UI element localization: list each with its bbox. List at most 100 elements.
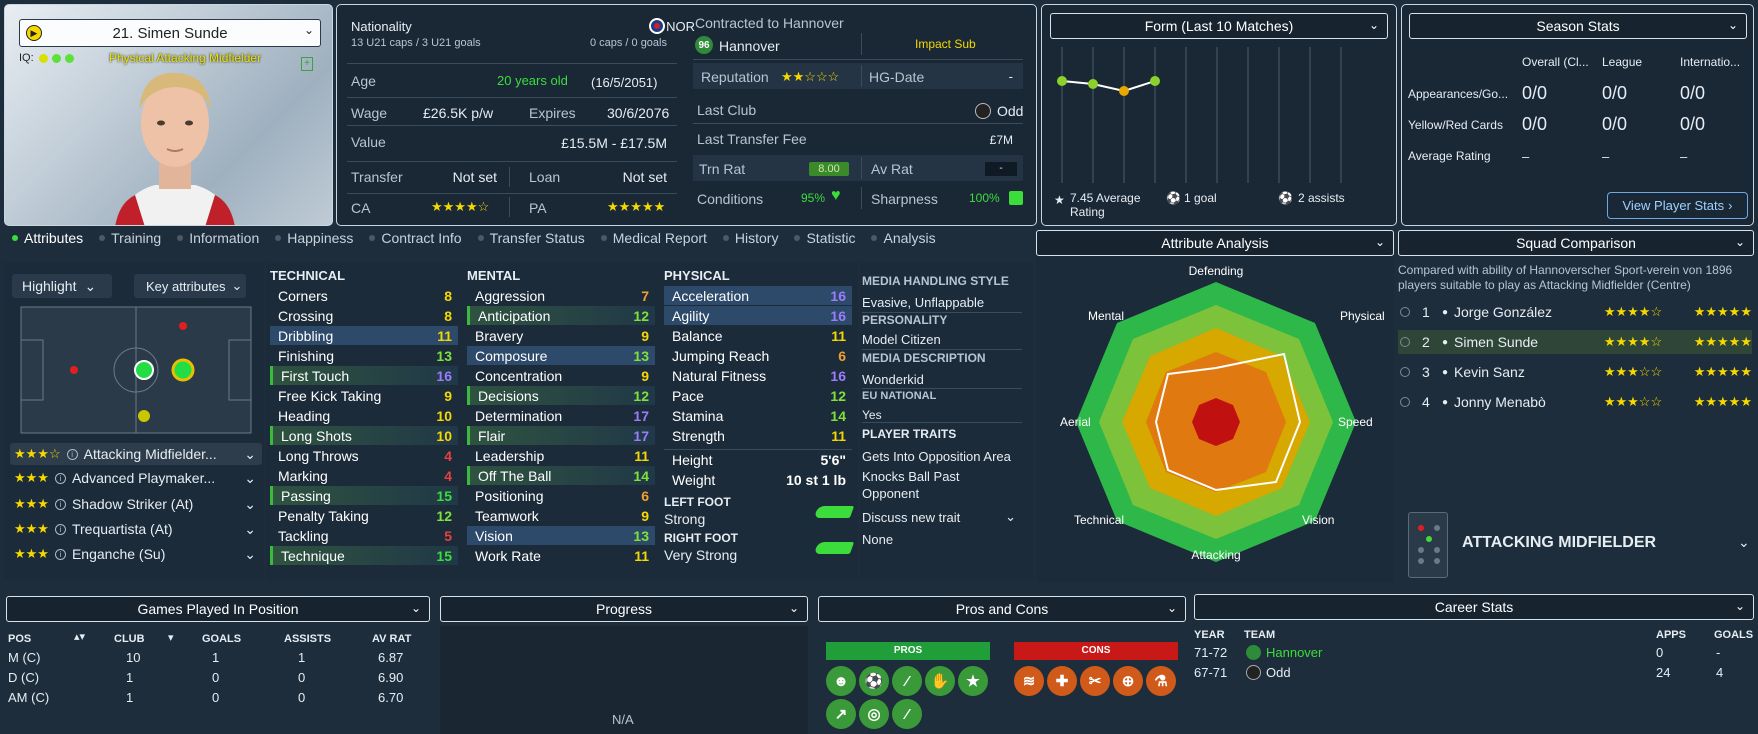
tab-history[interactable]: History (715, 230, 787, 246)
col-year[interactable]: YEAR (1194, 629, 1225, 641)
star-icon[interactable]: ★ (958, 666, 988, 696)
spring-icon[interactable]: ≋ (1014, 666, 1044, 696)
attribute-row[interactable]: Acceleration 16 (664, 286, 852, 305)
discuss-trait-dropdown[interactable]: Discuss new trait ⌄ (862, 509, 1016, 525)
career-team[interactable]: Odd (1266, 665, 1291, 680)
info-icon[interactable]: i (54, 472, 66, 484)
tab-transfer-status[interactable]: Transfer Status (470, 230, 593, 246)
club-name[interactable]: Hannover (719, 38, 780, 54)
view-player-stats-button[interactable]: View Player Stats › (1607, 192, 1748, 219)
brain-icon[interactable]: ☻ (826, 666, 856, 696)
radio-icon[interactable] (1400, 307, 1410, 317)
col-apps[interactable]: APPS (1656, 629, 1686, 641)
squad-row[interactable]: 3 ● Kevin Sanz ★★★☆☆ ★★★★★ (1398, 360, 1752, 384)
tab-information[interactable]: Information (169, 230, 267, 246)
radio-icon[interactable] (1400, 337, 1410, 347)
attribute-row[interactable]: Tackling 5 (270, 526, 458, 545)
career-stats-dropdown[interactable]: Career Stats ⌄ (1194, 594, 1754, 620)
role-row[interactable]: ★★★ i Shadow Striker (At) ⌄ (10, 493, 262, 515)
attribute-row[interactable]: Composure 13 (467, 346, 655, 365)
info-icon[interactable]: i (54, 523, 66, 535)
attribute-row[interactable]: Stamina 14 (664, 406, 852, 425)
tab-analysis[interactable]: Analysis (863, 230, 943, 246)
medical-cross-icon[interactable]: ✚ (1047, 666, 1077, 696)
attribute-row[interactable]: Long Shots 10 (270, 426, 458, 445)
dribble-icon[interactable]: ⚽ (859, 666, 889, 696)
form-dropdown[interactable]: Form (Last 10 Matches) ⌄ (1050, 13, 1388, 39)
col-pos[interactable]: POS (8, 633, 32, 645)
attribute-row[interactable]: Off The Ball 14 (467, 466, 655, 485)
radio-icon[interactable] (1400, 397, 1410, 407)
pass-icon[interactable]: ⁄ (892, 666, 922, 696)
role-row[interactable]: ★★★ i Enganche (Su) ⌄ (10, 543, 262, 565)
games-played-dropdown[interactable]: Games Played In Position ⌄ (6, 596, 430, 622)
col-assists[interactable]: ASSISTS (284, 633, 332, 645)
highlight-dropdown[interactable]: Highlight ⌄ (12, 274, 112, 298)
key-attributes-dropdown[interactable]: Key attributes ⌄ (134, 274, 246, 298)
attribute-row[interactable]: Determination 17 (467, 406, 655, 425)
attribute-row[interactable]: Decisions 12 (467, 386, 655, 405)
attribute-row[interactable]: Vision 13 (467, 526, 655, 545)
squad-row[interactable]: 4 ● Jonny Menabò ★★★☆☆ ★★★★★ (1398, 390, 1752, 414)
attribute-row[interactable]: Strength 11 (664, 426, 852, 445)
col-team[interactable]: TEAM (1244, 629, 1276, 641)
attribute-row[interactable]: Teamwork 9 (467, 506, 655, 525)
career-team[interactable]: Hannover (1266, 645, 1323, 660)
attribute-row[interactable]: First Touch 16 (270, 366, 458, 385)
attribute-row[interactable]: Penalty Taking 12 (270, 506, 458, 525)
clipboard-icon[interactable]: + (301, 57, 313, 71)
attribute-row[interactable]: Dribbling 11 (270, 326, 458, 345)
col-goals[interactable]: GOALS (1714, 629, 1754, 641)
attribute-row[interactable]: Long Throws 4 (270, 446, 458, 465)
flask-icon[interactable]: ⚗ (1146, 666, 1176, 696)
trend-up-icon[interactable]: ↗ (826, 699, 856, 729)
info-icon[interactable]: i (54, 498, 66, 510)
attribute-row[interactable]: Passing 15 (270, 486, 458, 505)
role-row[interactable]: ★★★ i Advanced Playmaker... ⌄ (10, 467, 262, 489)
target-icon[interactable]: ◎ (859, 699, 889, 729)
radio-icon[interactable] (1400, 367, 1410, 377)
info-icon[interactable]: i (66, 448, 78, 460)
handshake-icon[interactable]: ✋ (925, 666, 955, 696)
role-row[interactable]: ★★★ i Trequartista (At) ⌄ (10, 518, 262, 540)
squad-row[interactable]: 2 ● Simen Sunde ★★★★☆ ★★★★★ (1398, 330, 1752, 354)
chevron-down-icon[interactable]: ⌄ (1738, 534, 1750, 550)
attribute-row[interactable]: Crossing 8 (270, 306, 458, 325)
info-icon[interactable]: i (54, 548, 66, 560)
attribute-row[interactable]: Balance 11 (664, 326, 852, 345)
squad-row[interactable]: 1 ● Jorge González ★★★★☆ ★★★★★ (1398, 300, 1752, 324)
squad-comparison-dropdown[interactable]: Squad Comparison ⌄ (1398, 230, 1754, 256)
pros-cons-dropdown[interactable]: Pros and Cons ⌄ (818, 596, 1186, 622)
attribute-row[interactable]: Work Rate 11 (467, 546, 655, 565)
attribute-row[interactable]: Aggression 7 (467, 286, 655, 305)
role-row[interactable]: ★★★☆ i Attacking Midfielder... ⌄ (10, 443, 262, 465)
col-club[interactable]: CLUB (114, 633, 145, 645)
attribute-row[interactable]: Corners 8 (270, 286, 458, 305)
attribute-row[interactable]: Technique 15 (270, 546, 458, 565)
last-club-value[interactable]: Odd (997, 103, 1024, 119)
tab-attributes[interactable]: Attributes (4, 230, 91, 246)
attribute-row[interactable]: Bravery 9 (467, 326, 655, 345)
attribute-row[interactable]: Heading 10 (270, 406, 458, 425)
tackle-icon[interactable]: ✂ (1080, 666, 1110, 696)
attribute-row[interactable]: Free Kick Taking 9 (270, 386, 458, 405)
tab-contract-info[interactable]: Contract Info (361, 230, 469, 246)
attribute-row[interactable]: Anticipation 12 (467, 306, 655, 325)
col-av-rat[interactable]: AV RAT (372, 633, 412, 645)
tab-statistic[interactable]: Statistic (786, 230, 863, 246)
attribute-row[interactable]: Marking 4 (270, 466, 458, 485)
attribute-row[interactable]: Leadership 11 (467, 446, 655, 465)
attribute-row[interactable]: Flair 17 (467, 426, 655, 445)
tab-medical-report[interactable]: Medical Report (593, 230, 715, 246)
header-icon[interactable]: ⊕ (1113, 666, 1143, 696)
attribute-row[interactable]: Concentration 9 (467, 366, 655, 385)
attribute-row[interactable]: Agility 16 (664, 306, 852, 325)
tab-happiness[interactable]: Happiness (267, 230, 361, 246)
attribute-row[interactable]: Pace 12 (664, 386, 852, 405)
attribute-row[interactable]: Positioning 6 (467, 486, 655, 505)
progress-dropdown[interactable]: Progress ⌄ (440, 596, 808, 622)
attribute-row[interactable]: Finishing 13 (270, 346, 458, 365)
boot-icon[interactable]: ⁄ (892, 699, 922, 729)
attribute-analysis-dropdown[interactable]: Attribute Analysis ⌄ (1036, 230, 1394, 256)
player-selector[interactable]: ▶ 21. Simen Sunde ⌄ (19, 19, 321, 47)
